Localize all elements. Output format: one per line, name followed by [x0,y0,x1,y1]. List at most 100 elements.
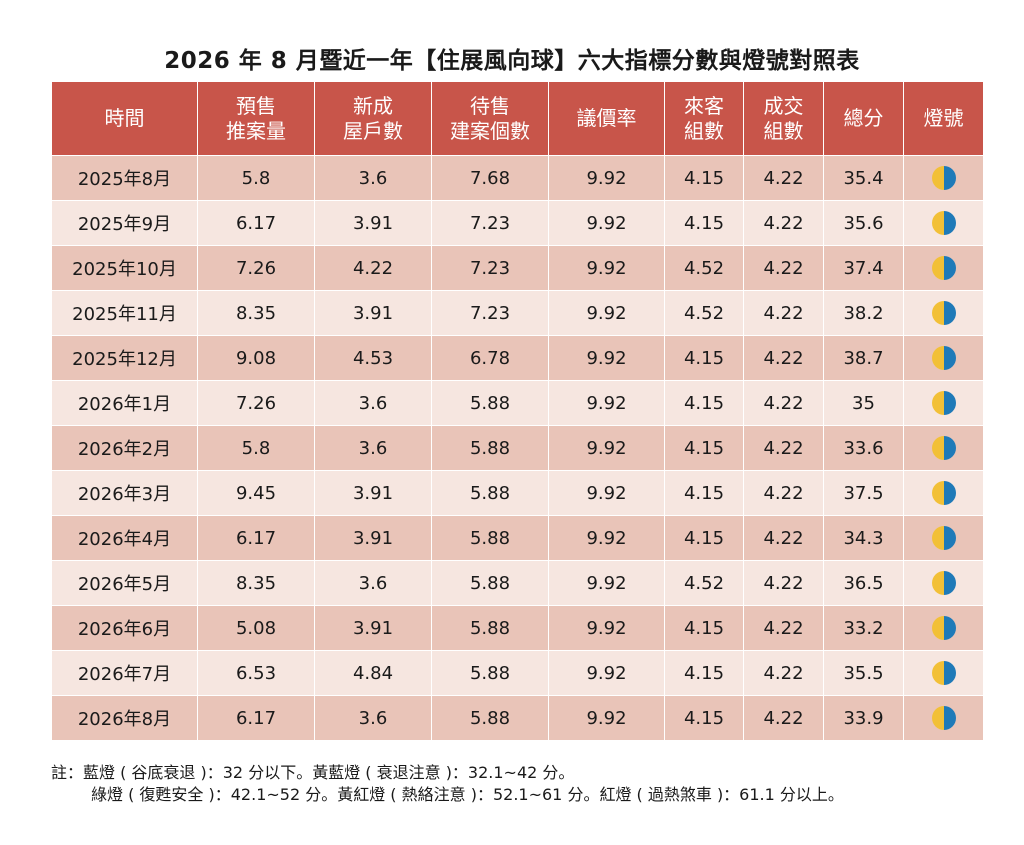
cell-deals: 4.22 [743,200,824,246]
table-row: 2025年9月 6.17 3.91 7.23 9.92 4.15 4.22 35.6 [51,200,984,246]
cell-deals: 4.22 [743,515,824,561]
cell-unsold: 5.88 [431,605,549,651]
cell-unsold: 5.88 [431,425,549,471]
cell-deals: 4.22 [743,425,824,471]
table-row: 2026年2月 5.8 3.6 5.88 9.92 4.15 4.22 33.6 [51,425,984,471]
table-row: 2026年7月 6.53 4.84 5.88 9.92 4.15 4.22 35.5 [51,650,984,696]
table-row: 2026年8月 6.17 3.6 5.88 9.92 4.15 4.22 33.9 [51,695,984,741]
cell-period: 2025年12月 [51,335,198,381]
cell-deals: 4.22 [743,380,824,426]
cell-lamp [903,380,984,426]
header-lamp-line: 燈號 [923,106,964,130]
header-unsold-line: 待售 [470,93,510,118]
cell-deals: 4.22 [743,560,824,606]
cell-total: 35.4 [823,155,904,201]
cell-new-homes: 4.53 [314,335,432,381]
header-bargain-rate: 議價率 [548,81,665,156]
cell-new-homes: 3.91 [314,290,432,336]
cell-new-homes: 3.6 [314,425,432,471]
yellow-blue-lamp-icon [931,616,956,640]
cell-bargain: 9.92 [548,560,665,606]
yellow-blue-lamp-icon [931,301,956,325]
cell-total: 38.7 [823,335,904,381]
header-unsold: 待售 建案個數 [431,81,549,156]
yellow-blue-lamp-icon [931,481,956,505]
cell-visitors: 4.15 [664,155,744,201]
cell-new-homes: 3.6 [314,380,432,426]
cell-period: 2026年5月 [51,560,198,606]
cell-period: 2026年3月 [51,470,198,516]
cell-unsold: 5.88 [431,470,549,516]
cell-lamp [903,425,984,471]
header-deals-line: 組數 [763,118,804,143]
header-total-line: 總分 [843,106,884,130]
cell-presale: 6.17 [197,200,315,246]
header-presale-line: 推案量 [226,118,286,143]
cell-deals: 4.22 [743,650,824,696]
cell-period: 2026年1月 [51,380,198,426]
cell-total: 37.4 [823,245,904,291]
yellow-blue-lamp-icon [931,706,956,730]
cell-period: 2026年8月 [51,695,198,741]
cell-unsold: 5.88 [431,650,549,696]
cell-bargain: 9.92 [548,515,665,561]
cell-total: 33.2 [823,605,904,651]
cell-bargain: 9.92 [548,605,665,651]
header-visitors-line: 組數 [684,118,724,143]
cell-new-homes: 4.22 [314,245,432,291]
cell-total: 33.9 [823,695,904,741]
cell-bargain: 9.92 [548,245,665,291]
header-total: 總分 [823,81,904,156]
cell-new-homes: 3.6 [314,695,432,741]
table-row: 2026年4月 6.17 3.91 5.88 9.92 4.15 4.22 34.3 [51,515,984,561]
cell-bargain: 9.92 [548,200,665,246]
cell-presale: 6.53 [197,650,315,696]
cell-unsold: 6.78 [431,335,549,381]
cell-period: 2025年8月 [51,155,198,201]
header-visitors: 來客 組數 [664,81,744,156]
cell-bargain: 9.92 [548,470,665,516]
cell-presale: 9.45 [197,470,315,516]
cell-total: 37.5 [823,470,904,516]
cell-presale: 9.08 [197,335,315,381]
cell-deals: 4.22 [743,155,824,201]
cell-lamp [903,605,984,651]
cell-visitors: 4.52 [664,245,744,291]
cell-total: 35.5 [823,650,904,696]
table-row: 2025年11月 8.35 3.91 7.23 9.92 4.52 4.22 38.2 [51,290,984,336]
header-presale: 預售 推案量 [197,81,315,156]
yellow-blue-lamp-icon [931,526,956,550]
cell-deals: 4.22 [743,695,824,741]
cell-new-homes: 3.91 [314,470,432,516]
cell-visitors: 4.15 [664,425,744,471]
cell-unsold: 7.23 [431,290,549,336]
cell-unsold: 5.88 [431,380,549,426]
cell-visitors: 4.15 [664,695,744,741]
cell-visitors: 4.52 [664,290,744,336]
yellow-blue-lamp-icon [931,571,956,595]
cell-total: 34.3 [823,515,904,561]
cell-total: 35 [823,380,904,426]
cell-lamp [903,515,984,561]
page-title: 2026 年 8 月暨近一年【住展風向球】六大指標分數與燈號對照表 [164,48,860,74]
table-row: 2025年10月 7.26 4.22 7.23 9.92 4.52 4.22 37.4 [51,245,984,291]
cell-presale: 5.08 [197,605,315,651]
cell-presale: 7.26 [197,380,315,426]
yellow-blue-lamp-icon [931,256,956,280]
cell-lamp [903,695,984,741]
table-row: 2026年6月 5.08 3.91 5.88 9.92 4.15 4.22 33.2 [51,605,984,651]
cell-lamp [903,650,984,696]
header-deals: 成交 組數 [743,81,824,156]
cell-visitors: 4.15 [664,515,744,561]
cell-new-homes: 3.6 [314,560,432,606]
cell-total: 33.6 [823,425,904,471]
cell-presale: 7.26 [197,245,315,291]
cell-period: 2025年9月 [51,200,198,246]
cell-lamp [903,290,984,336]
header-lamp: 燈號 [903,81,984,156]
yellow-blue-lamp-icon [931,211,956,235]
cell-bargain: 9.92 [548,290,665,336]
yellow-blue-lamp-icon [931,166,956,190]
cell-deals: 4.22 [743,290,824,336]
header-visitors-line: 來客 [684,93,724,118]
